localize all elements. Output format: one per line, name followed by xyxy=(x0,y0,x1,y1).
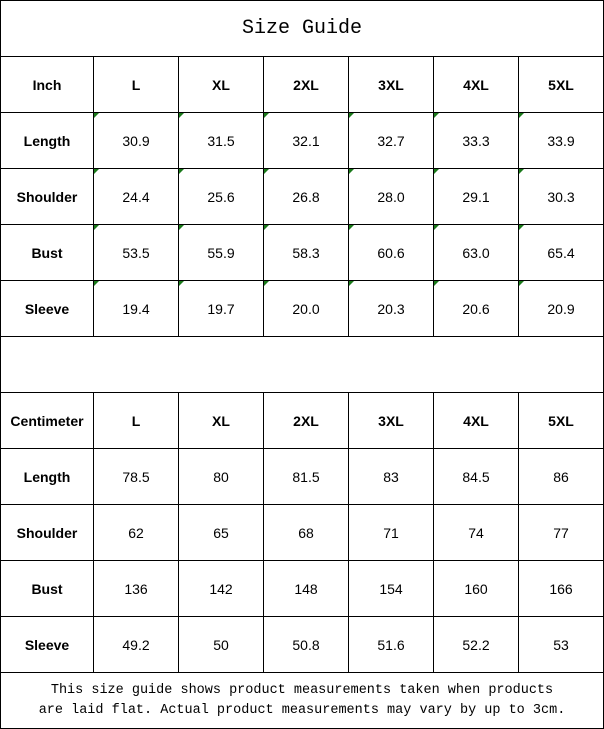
value-cell: 160 xyxy=(433,560,519,617)
value-cell: 26.8 xyxy=(263,168,349,225)
header-cell: 4XL xyxy=(433,56,519,113)
value-cell: 33.9 xyxy=(518,112,604,169)
value-cell: 32.1 xyxy=(263,112,349,169)
value-cell: 25.6 xyxy=(178,168,264,225)
value-cell: 86 xyxy=(518,448,604,505)
header-cell: L xyxy=(93,392,179,449)
value-cell: 50 xyxy=(178,616,264,673)
value-cell: 19.4 xyxy=(93,280,179,337)
header-cell: Centimeter xyxy=(0,392,94,449)
value-cell: 32.7 xyxy=(348,112,434,169)
value-cell: 20.9 xyxy=(518,280,604,337)
value-cell: 80 xyxy=(178,448,264,505)
value-cell: 78.5 xyxy=(93,448,179,505)
value-cell: 77 xyxy=(518,504,604,561)
value-cell: 28.0 xyxy=(348,168,434,225)
row-label: Sleeve xyxy=(0,616,94,673)
value-cell: 65.4 xyxy=(518,224,604,281)
value-cell: 24.4 xyxy=(93,168,179,225)
value-cell: 53 xyxy=(518,616,604,673)
footnote-line: This size guide shows product measuremen… xyxy=(50,682,554,698)
row-label: Bust xyxy=(0,224,94,281)
value-cell: 84.5 xyxy=(433,448,519,505)
value-cell: 20.6 xyxy=(433,280,519,337)
value-cell: 50.8 xyxy=(263,616,349,673)
value-cell: 142 xyxy=(178,560,264,617)
header-cell: 3XL xyxy=(348,392,434,449)
value-cell: 30.9 xyxy=(93,112,179,169)
row-label: Sleeve xyxy=(0,280,94,337)
value-cell: 55.9 xyxy=(178,224,264,281)
header-cell: L xyxy=(93,56,179,113)
value-cell: 148 xyxy=(263,560,349,617)
row-label: Bust xyxy=(0,560,94,617)
value-cell: 51.6 xyxy=(348,616,434,673)
value-cell: 60.6 xyxy=(348,224,434,281)
spacer-row xyxy=(0,336,604,393)
value-cell: 71 xyxy=(348,504,434,561)
value-cell: 49.2 xyxy=(93,616,179,673)
row-label: Shoulder xyxy=(0,168,94,225)
header-cell: 5XL xyxy=(518,392,604,449)
header-cell: 2XL xyxy=(263,392,349,449)
value-cell: 136 xyxy=(93,560,179,617)
header-cell: XL xyxy=(178,56,264,113)
row-label: Shoulder xyxy=(0,504,94,561)
header-cell: XL xyxy=(178,392,264,449)
title: Size Guide xyxy=(0,0,604,57)
value-cell: 62 xyxy=(93,504,179,561)
value-cell: 53.5 xyxy=(93,224,179,281)
row-label: Length xyxy=(0,448,94,505)
footnote: This size guide shows product measuremen… xyxy=(0,672,604,729)
header-cell: 2XL xyxy=(263,56,349,113)
header-cell: 3XL xyxy=(348,56,434,113)
value-cell: 20.3 xyxy=(348,280,434,337)
value-cell: 30.3 xyxy=(518,168,604,225)
value-cell: 65 xyxy=(178,504,264,561)
value-cell: 58.3 xyxy=(263,224,349,281)
header-cell: 5XL xyxy=(518,56,604,113)
footnote-line: are laid flat. Actual product measuremen… xyxy=(38,702,566,718)
value-cell: 166 xyxy=(518,560,604,617)
value-cell: 33.3 xyxy=(433,112,519,169)
value-cell: 81.5 xyxy=(263,448,349,505)
header-cell: 4XL xyxy=(433,392,519,449)
value-cell: 31.5 xyxy=(178,112,264,169)
value-cell: 29.1 xyxy=(433,168,519,225)
value-cell: 52.2 xyxy=(433,616,519,673)
value-cell: 20.0 xyxy=(263,280,349,337)
value-cell: 19.7 xyxy=(178,280,264,337)
value-cell: 74 xyxy=(433,504,519,561)
value-cell: 63.0 xyxy=(433,224,519,281)
header-cell: Inch xyxy=(0,56,94,113)
value-cell: 83 xyxy=(348,448,434,505)
value-cell: 154 xyxy=(348,560,434,617)
row-label: Length xyxy=(0,112,94,169)
value-cell: 68 xyxy=(263,504,349,561)
